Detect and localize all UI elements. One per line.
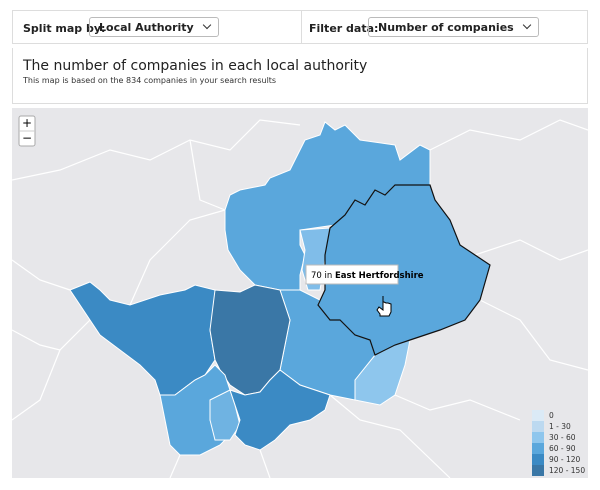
legend-label: 90 - 120 [549, 455, 581, 464]
legend-swatch [532, 465, 544, 476]
legend-label: 30 - 60 [549, 433, 576, 442]
legend-swatch [532, 432, 544, 443]
filter-select[interactable]: Number of companies [368, 17, 539, 37]
tooltip: 70 in East Hertfordshire [305, 264, 424, 285]
tooltip-area: East Hertfordshire [335, 271, 424, 281]
divider [301, 11, 302, 43]
legend-label: 60 - 90 [549, 444, 576, 453]
legend-swatch [532, 443, 544, 454]
district-highlighted[interactable] [317, 184, 491, 356]
district[interactable] [229, 369, 331, 451]
filter-label: Filter data: [309, 22, 379, 35]
tooltip-connector: in [325, 271, 333, 281]
tooltip-box [305, 264, 399, 285]
title: The number of companies in each local au… [23, 58, 368, 74]
tooltip-text: 70 in East Hertfordshire [311, 271, 424, 281]
split-select[interactable]: Local Authority [89, 17, 219, 37]
legend-swatch [532, 454, 544, 465]
split-label: Split map by: [23, 22, 106, 35]
header: The number of companies in each local au… [12, 48, 588, 104]
subtitle: This map is based on the 834 companies i… [23, 76, 277, 85]
tooltip-value: 70 [311, 271, 322, 281]
legend-label: 120 - 150 [549, 466, 585, 475]
control-bar: Split map by: Local Authority Filter dat… [12, 10, 588, 44]
legend-swatch [532, 410, 544, 421]
map: + − 70 in East Hertfordshire 0 1 - 30 30 -… [12, 108, 588, 478]
cursor [376, 296, 392, 317]
boundaries [12, 119, 588, 478]
legend: 0 1 - 30 30 - 60 60 - 90 90 - 120 120 - 150 [532, 410, 585, 476]
legend-swatch [532, 421, 544, 432]
zoom-control: + − [18, 115, 36, 147]
legend-label: 1 - 30 [549, 422, 571, 431]
zoom-in[interactable]: + [22, 116, 32, 130]
legend-label: 0 [549, 411, 554, 420]
zoom-out[interactable]: − [22, 131, 32, 145]
